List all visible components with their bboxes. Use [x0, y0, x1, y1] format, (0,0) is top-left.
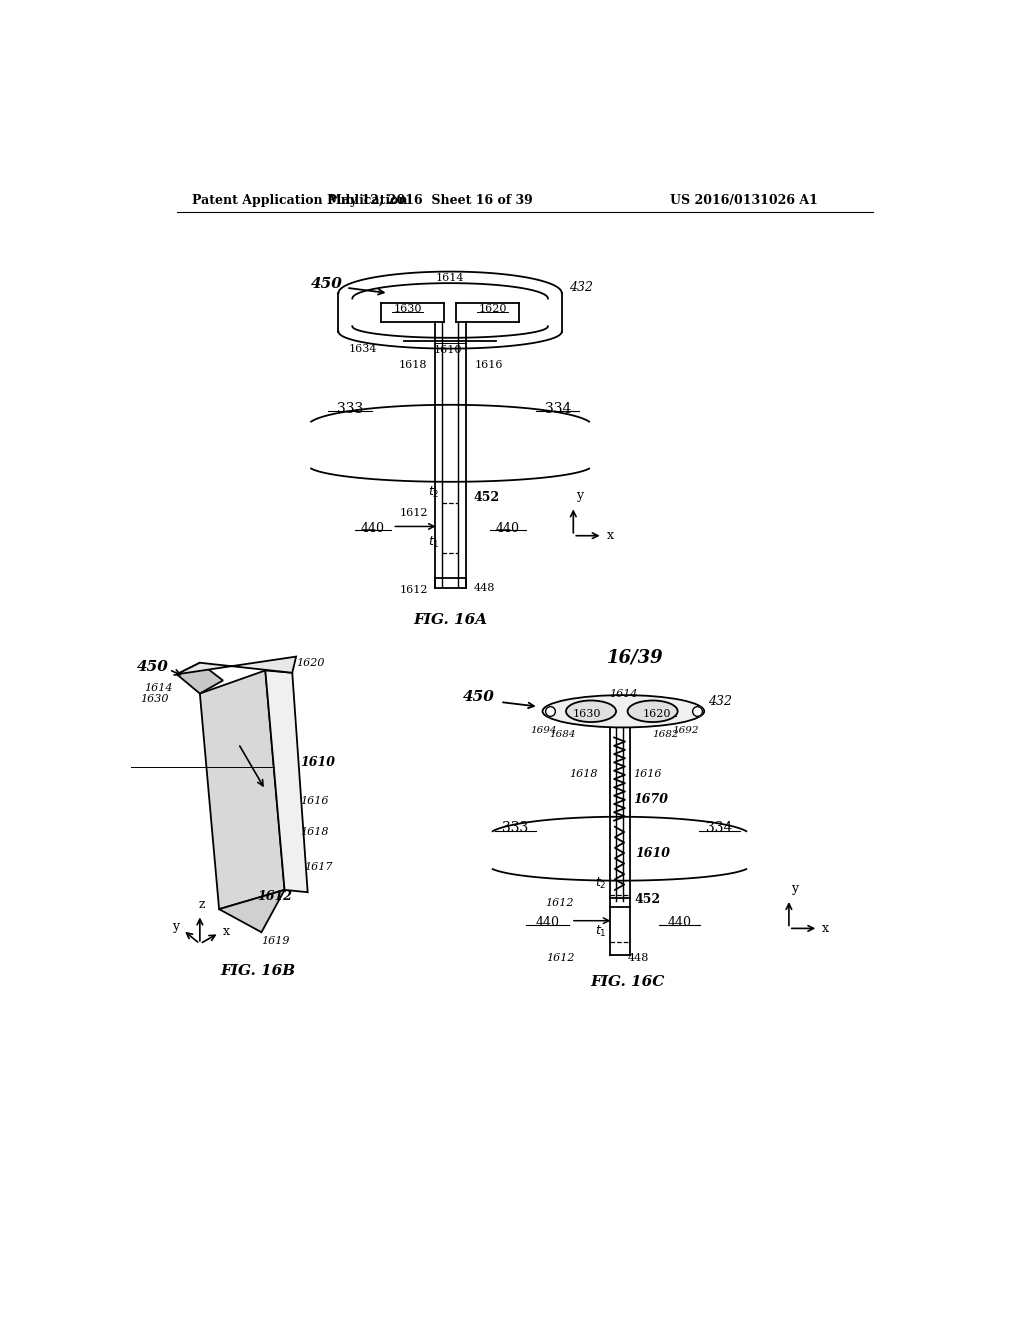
Ellipse shape — [566, 701, 616, 722]
Text: $t_2$: $t_2$ — [595, 876, 606, 891]
Text: 1684: 1684 — [549, 730, 575, 739]
Text: 1616: 1616 — [634, 770, 662, 779]
Text: 1620: 1620 — [478, 305, 507, 314]
Text: 1616: 1616 — [475, 360, 503, 370]
Ellipse shape — [628, 701, 678, 722]
Text: US 2016/0131026 A1: US 2016/0131026 A1 — [670, 194, 817, 207]
Text: 432: 432 — [569, 281, 594, 294]
Text: 448: 448 — [628, 953, 648, 962]
Text: 16/39: 16/39 — [606, 648, 664, 667]
Text: 1620: 1620 — [642, 709, 671, 718]
Text: 450: 450 — [310, 277, 342, 290]
Text: 1630: 1630 — [572, 709, 601, 718]
Text: 1630: 1630 — [140, 694, 169, 704]
Text: 432: 432 — [708, 694, 732, 708]
Text: 1682: 1682 — [652, 730, 678, 739]
Text: 452: 452 — [635, 894, 662, 907]
Text: 1612: 1612 — [400, 585, 429, 594]
Text: 1630: 1630 — [393, 305, 422, 314]
Ellipse shape — [543, 696, 705, 727]
Text: $t_1$: $t_1$ — [595, 924, 606, 940]
Text: 1617: 1617 — [304, 862, 333, 871]
Polygon shape — [177, 656, 296, 675]
Text: FIG. 16B: FIG. 16B — [220, 964, 295, 978]
Text: 1692: 1692 — [672, 726, 698, 735]
Text: 440: 440 — [668, 916, 691, 929]
Text: 1620: 1620 — [296, 657, 325, 668]
Text: Patent Application Publication: Patent Application Publication — [193, 194, 408, 207]
Text: 1610: 1610 — [300, 756, 335, 770]
Polygon shape — [265, 671, 307, 892]
Text: 1614: 1614 — [436, 273, 464, 282]
Text: 333: 333 — [503, 821, 528, 836]
Text: 333: 333 — [337, 401, 364, 416]
Text: $t_2$: $t_2$ — [428, 486, 439, 500]
Polygon shape — [200, 671, 285, 909]
Polygon shape — [219, 890, 285, 932]
Text: $t_1$: $t_1$ — [428, 535, 439, 550]
Text: 452: 452 — [473, 491, 500, 504]
Text: x: x — [606, 529, 613, 543]
Text: 1612: 1612 — [547, 953, 574, 962]
Text: z: z — [199, 898, 205, 911]
Text: 1619: 1619 — [261, 936, 290, 946]
Text: y: y — [792, 882, 799, 895]
Text: x: x — [822, 921, 829, 935]
Text: 1614: 1614 — [144, 684, 173, 693]
Text: 334: 334 — [545, 401, 571, 416]
Text: 1614: 1614 — [609, 689, 638, 698]
Text: y: y — [575, 488, 583, 502]
Text: 1616: 1616 — [300, 796, 329, 807]
Text: 1610: 1610 — [433, 345, 462, 355]
Text: FIG. 16A: FIG. 16A — [413, 614, 487, 627]
Text: x: x — [223, 925, 230, 939]
Text: 1612: 1612 — [545, 898, 573, 908]
Text: 450: 450 — [463, 690, 495, 705]
Text: FIG. 16C: FIG. 16C — [590, 975, 665, 989]
Polygon shape — [177, 663, 223, 693]
Text: 1618: 1618 — [398, 360, 427, 370]
Text: 440: 440 — [361, 521, 385, 535]
Text: 1618: 1618 — [300, 828, 329, 837]
Text: 1610: 1610 — [635, 847, 670, 861]
Text: 450: 450 — [137, 660, 169, 673]
Text: 440: 440 — [496, 521, 520, 535]
Text: 334: 334 — [707, 821, 733, 836]
Text: 448: 448 — [473, 583, 495, 593]
Text: 1694: 1694 — [529, 726, 556, 735]
Text: 440: 440 — [536, 916, 560, 929]
Text: 1634: 1634 — [348, 345, 377, 354]
Text: 1670: 1670 — [634, 792, 669, 805]
Text: 1612: 1612 — [258, 890, 293, 903]
Text: May 12, 2016  Sheet 16 of 39: May 12, 2016 Sheet 16 of 39 — [329, 194, 534, 207]
Text: 1612: 1612 — [400, 508, 429, 517]
Text: 1618: 1618 — [569, 770, 598, 779]
Text: y: y — [172, 920, 179, 933]
